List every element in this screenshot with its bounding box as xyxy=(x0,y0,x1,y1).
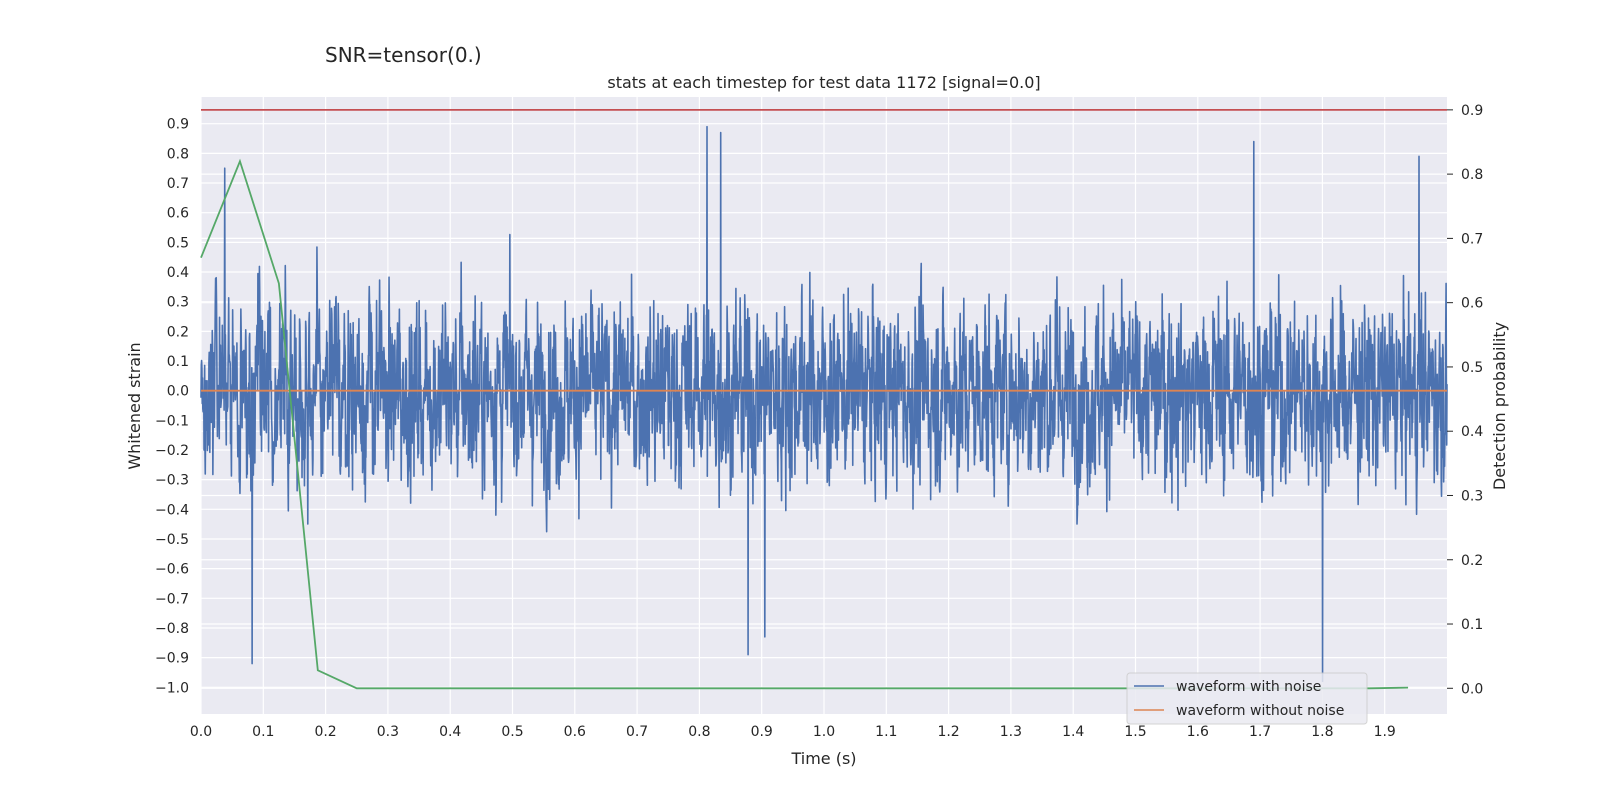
x-tick-label: 1.6 xyxy=(1187,724,1209,740)
x-tick-label: 0.7 xyxy=(626,724,648,740)
x-tick-label: 1.9 xyxy=(1374,724,1396,740)
x-tick-label: 1.1 xyxy=(875,724,897,740)
y-tick-label: 0.3 xyxy=(167,295,189,311)
legend: waveform with noise waveform without noi… xyxy=(1126,672,1368,725)
x-tick-label: 1.4 xyxy=(1062,724,1084,740)
y2-tick-label: 0.5 xyxy=(1461,360,1483,376)
legend-label-clean: waveform without noise xyxy=(1176,703,1344,719)
x-tick-label: 0.4 xyxy=(439,724,461,740)
x-tick-label: 1.2 xyxy=(937,724,959,740)
y2-tick-label: 0.1 xyxy=(1461,617,1483,633)
x-tick-label: 1.0 xyxy=(813,724,835,740)
x-tick-label: 0.1 xyxy=(252,724,274,740)
y-tick-label: 0.0 xyxy=(167,384,189,400)
y2-tick-label: 0.2 xyxy=(1461,553,1483,569)
y-tick-label: −0.6 xyxy=(155,562,189,578)
legend-label-noise: waveform with noise xyxy=(1176,679,1321,695)
y2-tick-label: 0.4 xyxy=(1461,424,1483,440)
noise-waveform-line xyxy=(200,125,1448,683)
x-tick-label: 1.5 xyxy=(1124,724,1146,740)
y-tick-label: −0.1 xyxy=(155,413,189,429)
x-tick-label: 1.7 xyxy=(1249,724,1271,740)
x-tick-label: 1.8 xyxy=(1311,724,1333,740)
x-axis-ticks: 0.0 0.1 0.2 0.3 0.4 0.5 0.6 0.7 0.8 0.9 1.0 1.1 1.2 1… xyxy=(190,724,1396,740)
y-tick-label: −0.8 xyxy=(155,621,189,637)
y-tick-label: −0.5 xyxy=(155,532,189,548)
x-tick-label: 1.3 xyxy=(1000,724,1022,740)
x-tick-label: 0.6 xyxy=(564,724,586,740)
y-axis-label: Whitened strain xyxy=(125,342,144,469)
y2-tick-label: 0.7 xyxy=(1461,231,1483,247)
x-tick-label: 0.3 xyxy=(377,724,399,740)
x-tick-label: 0.2 xyxy=(314,724,336,740)
y2-tick-label: 0.0 xyxy=(1461,681,1483,697)
y-tick-label: −0.4 xyxy=(155,502,189,518)
x-tick-label: 0.5 xyxy=(501,724,523,740)
y2-tick-label: 0.9 xyxy=(1461,103,1483,119)
y-tick-label: −0.2 xyxy=(155,443,189,459)
y-tick-label: 0.7 xyxy=(167,176,189,192)
y-tick-label: 0.5 xyxy=(167,235,189,251)
series-waveform-with-noise xyxy=(200,125,1448,683)
y2-axis-label: Detection probability xyxy=(1490,322,1509,490)
y-axis-ticks: 0.9 0.8 0.7 0.6 0.5 0.4 0.3 0.2 0.1 0.0 −0.1 −0.2 −0… xyxy=(155,117,189,697)
y-tick-label: 0.1 xyxy=(167,354,189,370)
x-tick-label: 0.0 xyxy=(190,724,212,740)
y-tick-label: 0.9 xyxy=(167,117,189,133)
legend-box xyxy=(1126,672,1368,725)
y-tick-label: 0.6 xyxy=(167,206,189,222)
x-tick-label: 0.9 xyxy=(751,724,773,740)
y-tick-label: −0.3 xyxy=(155,473,189,489)
chart-title: stats at each timestep for test data 117… xyxy=(607,73,1040,92)
plot-area xyxy=(200,97,1448,714)
y2-tick-label: 0.3 xyxy=(1461,488,1483,504)
x-tick-label: 0.8 xyxy=(688,724,710,740)
y-tick-label: 0.4 xyxy=(167,265,189,281)
y-tick-label: −0.7 xyxy=(155,591,189,607)
y-tick-label: 0.2 xyxy=(167,324,189,340)
y-tick-label: −1.0 xyxy=(155,680,189,696)
y-tick-label: 0.8 xyxy=(167,146,189,162)
y2-tick-label: 0.6 xyxy=(1461,296,1483,312)
y2-tick-label: 0.8 xyxy=(1461,167,1483,183)
figure-suptitle: SNR=tensor(0.) xyxy=(325,43,482,67)
x-axis-label: Time (s) xyxy=(790,749,856,768)
y2-axis-ticks: 0.9 0.8 0.7 0.6 0.5 0.4 0.3 0.2 0.1 0.0 xyxy=(1447,103,1483,697)
y-tick-label: −0.9 xyxy=(155,651,189,667)
